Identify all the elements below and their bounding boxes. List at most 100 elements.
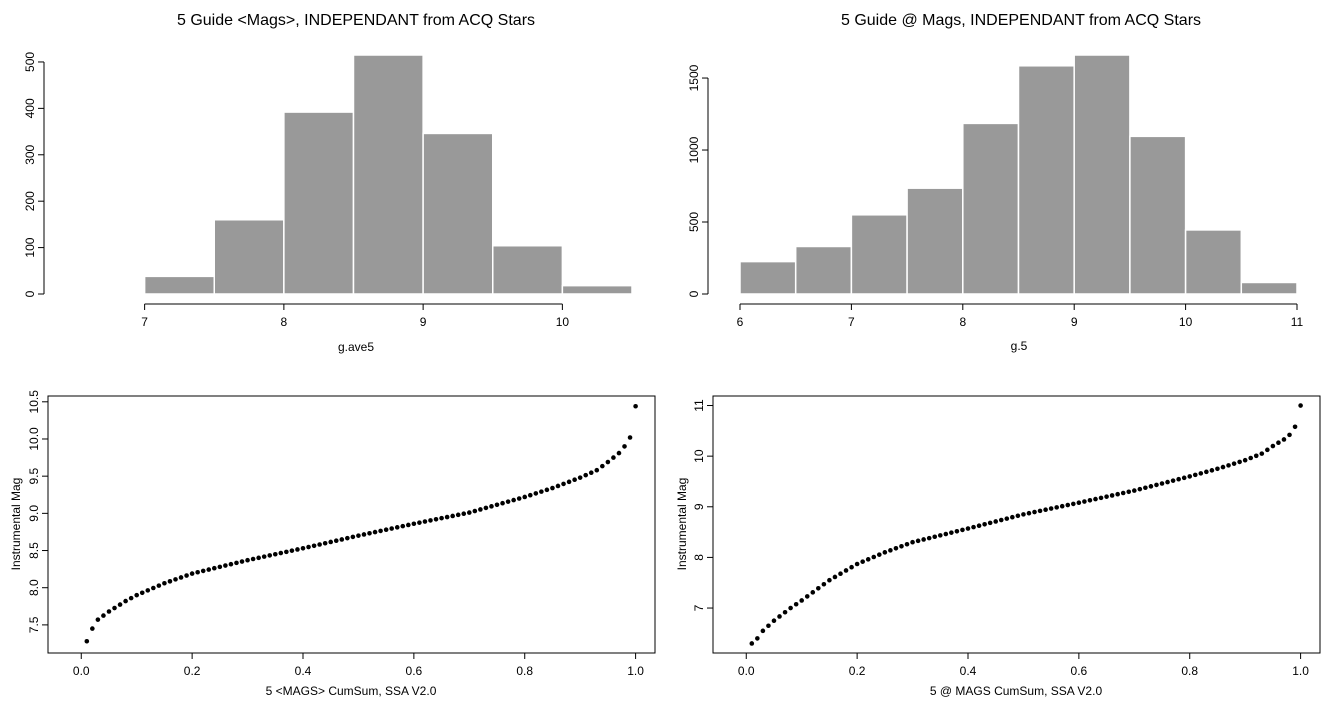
scatter-point: [450, 513, 455, 519]
scatter-point: [1298, 403, 1303, 408]
scatter-point: [849, 564, 854, 570]
scatter-point: [1010, 514, 1015, 520]
y-tick-label: 9: [692, 503, 706, 510]
x-tick-label: 0.2: [184, 664, 201, 678]
scatter-point: [572, 477, 577, 483]
scatter-point: [156, 583, 162, 588]
scatter-point: [322, 540, 328, 546]
scatter-point: [350, 534, 356, 540]
scatter-point: [1220, 464, 1226, 470]
scatter-point: [550, 485, 555, 491]
scatter-point: [1115, 491, 1120, 497]
x-tick-label: 0.4: [960, 664, 977, 678]
scatter-point: [793, 601, 799, 607]
scatter-point: [1259, 451, 1265, 456]
scatter-point: [982, 521, 987, 527]
scatter-point: [827, 577, 832, 583]
scatter-point: [1292, 424, 1298, 430]
scatter-point: [428, 518, 433, 523]
scatter-point: [1021, 512, 1026, 517]
scatter-point: [361, 532, 367, 537]
scatter-point: [478, 507, 483, 512]
bars: [739, 54, 1298, 295]
scatter-point: [328, 539, 334, 545]
scatter-point: [200, 568, 206, 574]
scatter-point: [455, 512, 461, 518]
scatter-point: [256, 555, 261, 561]
scatter-point: [600, 463, 605, 469]
scatter-point: [84, 638, 90, 644]
scatter-point: [993, 519, 999, 524]
histogram-bar: [1184, 229, 1243, 295]
x-tick-label: 0.6: [406, 664, 423, 678]
scatter-point: [505, 499, 511, 504]
scatter-point: [394, 525, 400, 530]
scatter-point: [943, 531, 949, 537]
scatter-point: [1082, 499, 1087, 504]
scatter-point: [123, 598, 128, 604]
scatter-point: [178, 575, 184, 580]
y-tick-label: 300: [23, 144, 37, 164]
x-tick-label: 0.6: [1071, 664, 1088, 678]
scatter-point: [760, 628, 766, 634]
histogram-bar: [1129, 135, 1187, 295]
histogram-bar: [492, 244, 564, 295]
scatter-point: [1226, 463, 1231, 468]
scatter-point: [483, 505, 489, 511]
scatter-point: [1192, 472, 1198, 478]
scatter-point: [843, 568, 849, 573]
scatter-point: [228, 561, 234, 567]
scatter-point: [511, 497, 516, 503]
scatter-point: [1104, 494, 1109, 499]
y-tick-label: 8.0: [27, 579, 41, 596]
scatter-point: [1032, 509, 1037, 515]
x-tick-label: 7: [848, 315, 855, 329]
x-axis: 6 7 8 9 10 11: [737, 303, 1304, 329]
histogram-bar: [1017, 65, 1075, 295]
scatter-point: [577, 475, 583, 480]
x-tick-label: 7: [141, 315, 148, 329]
y-axis-title: Instrumental Mag: [9, 478, 23, 571]
scatter-point: [134, 592, 139, 598]
y-axis: 7 8 9 10 11: [692, 399, 713, 611]
y-tick-label: 9.5: [27, 467, 41, 484]
scatter-point: [378, 528, 383, 534]
scatter-point: [755, 636, 760, 641]
scatter-point: [932, 534, 938, 540]
y-tick-label: 0: [687, 290, 701, 297]
scatter-point: [95, 617, 101, 622]
scatter-point: [1281, 437, 1287, 442]
scatter-point: [417, 520, 422, 525]
scatter-point: [151, 585, 156, 591]
x-tick-label: 8: [281, 315, 288, 329]
scatter-point: [295, 547, 300, 552]
scatter-point: [965, 526, 971, 531]
scatter-point: [494, 502, 500, 508]
scatter-point: [871, 554, 877, 560]
scatter-point: [971, 524, 976, 530]
scatter-point: [444, 514, 450, 520]
scatter-point: [788, 605, 793, 611]
scatter-point: [937, 533, 943, 538]
points: [84, 403, 638, 644]
scatter-point: [1054, 505, 1059, 510]
y-tick-label: 8: [692, 554, 706, 561]
scatter-point: [611, 455, 616, 460]
scatter-point: [145, 588, 151, 593]
scatter-point: [1231, 461, 1237, 466]
chart-title: 5 Guide @ Mags, INDEPENDANT from ACQ Sta…: [841, 12, 1201, 29]
y-tick-label: 1500: [687, 64, 701, 91]
scatter-point: [998, 517, 1004, 523]
scatter-point: [272, 551, 278, 557]
scatter-point: [1126, 489, 1132, 495]
scatter-point: [865, 557, 871, 562]
scatter-point: [921, 537, 926, 542]
scatter-point: [1237, 459, 1242, 465]
scatter-point: [167, 579, 173, 584]
scatter-point: [1170, 478, 1176, 483]
histogram-g-ave5: 5 Guide <Mags>, INDEPENDANT from ACQ Sta…: [23, 12, 633, 354]
y-tick-label: 10.0: [27, 427, 41, 451]
scatter-point: [561, 481, 566, 487]
scatter-point: [1098, 495, 1104, 501]
scatter-point: [400, 523, 406, 529]
